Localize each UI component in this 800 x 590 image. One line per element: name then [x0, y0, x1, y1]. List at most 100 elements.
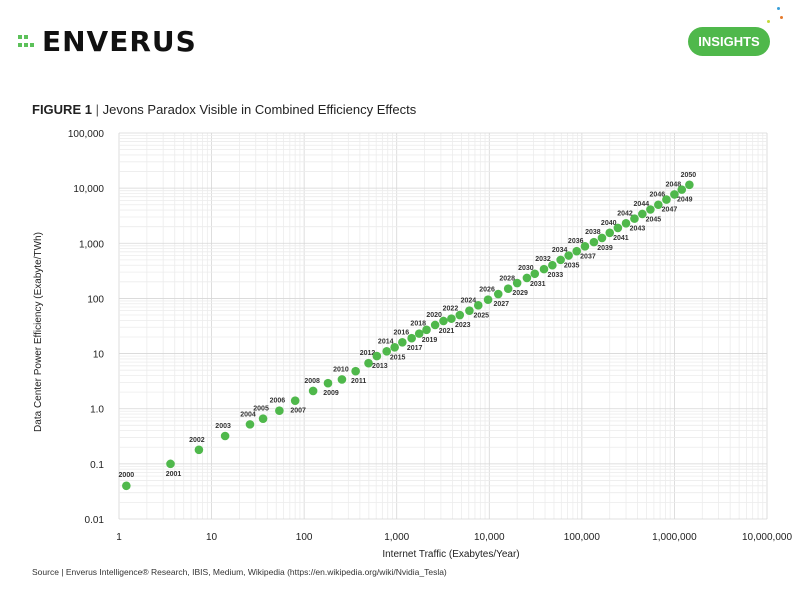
- point-label: 2024: [461, 298, 477, 305]
- point-label: 2044: [634, 201, 650, 208]
- point-label: 2021: [439, 328, 455, 335]
- data-point: [493, 289, 503, 299]
- data-point: [194, 445, 204, 455]
- data-point: [621, 219, 631, 228]
- point-label: 2027: [493, 301, 509, 308]
- x-tick-label: 10: [206, 532, 218, 543]
- point-label: 2043: [630, 226, 646, 233]
- x-tick-label: 1,000,000: [652, 532, 697, 543]
- point-label: 2007: [290, 408, 306, 415]
- point-label: 2003: [215, 423, 231, 430]
- data-point: [351, 366, 360, 376]
- data-point: [258, 414, 268, 423]
- data-point: [630, 214, 639, 223]
- point-label: 2010: [333, 366, 349, 373]
- data-point: [220, 431, 230, 441]
- point-label: 2045: [646, 216, 662, 223]
- data-point: [323, 378, 333, 388]
- chart-tick-labels: 1 10 100 1,000 10,000 100,000 1,000,000 10,000,…: [68, 129, 793, 543]
- point-label: 2047: [662, 207, 678, 214]
- point-label: 2048: [666, 181, 682, 188]
- data-point: [539, 264, 549, 274]
- x-tick-label: 1,000: [384, 532, 409, 543]
- point-label: 2037: [580, 253, 596, 260]
- data-point: [455, 310, 465, 320]
- x-tick-label: 10,000: [474, 532, 505, 543]
- point-label: 2026: [479, 287, 495, 294]
- point-label: 2006: [270, 398, 286, 405]
- point-label: 2023: [455, 322, 471, 329]
- data-point: [390, 342, 399, 352]
- point-label: 2013: [372, 363, 388, 370]
- point-label: 2046: [650, 192, 666, 199]
- point-label: 2008: [304, 378, 320, 385]
- data-point: [512, 278, 522, 288]
- y-tick-label: 100,000: [68, 129, 105, 140]
- data-point: [503, 284, 513, 294]
- data-point: [398, 338, 407, 347]
- data-point: [589, 237, 599, 247]
- y-tick-label: 100: [87, 294, 104, 305]
- data-point: [166, 459, 175, 469]
- point-label: 2029: [512, 290, 528, 297]
- point-label: 2050: [681, 172, 697, 179]
- point-label: 2011: [351, 378, 366, 385]
- point-label: 2020: [426, 312, 442, 319]
- data-point: [308, 386, 318, 396]
- data-point: [556, 255, 565, 265]
- data-point: [685, 180, 694, 190]
- x-tick-label: 100: [296, 532, 313, 543]
- point-label: 2035: [564, 263, 580, 270]
- point-label: 2038: [585, 229, 601, 236]
- data-point: [382, 346, 392, 356]
- chart-grid: [118, 132, 768, 520]
- point-label: 2040: [601, 220, 617, 227]
- data-point: [465, 306, 474, 315]
- point-label: 2002: [189, 437, 205, 444]
- figure-label: FIGURE 1: [32, 102, 92, 117]
- point-label: 2012: [360, 350, 376, 357]
- data-point: [447, 314, 456, 323]
- data-point: [422, 325, 431, 335]
- data-point: [439, 316, 448, 326]
- point-label: 2041: [613, 235, 629, 242]
- y-axis-title: Data Center Power Efficiency (Exabyte/TW…: [33, 232, 44, 432]
- data-point: [430, 320, 440, 330]
- decorative-dot: [780, 16, 783, 19]
- point-label: 2005: [253, 406, 269, 413]
- x-tick-label: 1: [116, 532, 122, 543]
- data-point: [372, 351, 382, 361]
- data-point: [613, 223, 623, 233]
- data-point: [290, 396, 300, 405]
- logo-text: ENVERUS: [42, 24, 197, 58]
- data-point: [605, 228, 615, 238]
- data-point: [483, 295, 493, 304]
- point-label: 2034: [552, 247, 568, 254]
- data-point: [646, 205, 655, 214]
- figure-title-text: Jevons Paradox Visible in Combined Effic…: [102, 102, 417, 117]
- data-point: [275, 406, 284, 416]
- data-point: [414, 329, 424, 338]
- data-point: [122, 481, 131, 491]
- point-label: 2009: [323, 390, 339, 397]
- data-point: [662, 195, 671, 204]
- figure-separator: |: [95, 102, 99, 117]
- point-label: 2015: [390, 354, 406, 361]
- point-label: 2022: [443, 306, 459, 313]
- data-point: [580, 242, 590, 251]
- data-point: [638, 209, 647, 219]
- data-point: [530, 269, 540, 279]
- data-point: [548, 260, 557, 270]
- insights-button[interactable]: INSIGHTS: [688, 27, 770, 56]
- data-point: [245, 420, 255, 429]
- data-point: [564, 251, 573, 260]
- data-point: [364, 358, 373, 368]
- decorative-dot: [767, 20, 770, 23]
- point-label: 2028: [499, 276, 515, 283]
- logo-mark-icon: [18, 26, 40, 56]
- point-label: 2019: [422, 337, 438, 344]
- data-point: [522, 273, 532, 283]
- point-label: 2030: [518, 265, 534, 272]
- point-label: 2033: [548, 272, 564, 279]
